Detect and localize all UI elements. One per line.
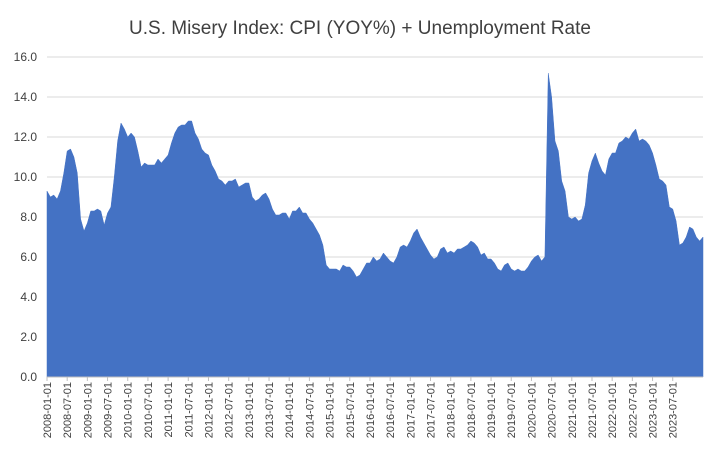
x-tick-label: 2021-07-01 bbox=[587, 382, 599, 438]
x-tick-label: 2023-07-01 bbox=[668, 382, 680, 438]
x-tick-label: 2013-01-01 bbox=[244, 382, 256, 438]
x-tick-label: 2015-01-01 bbox=[325, 382, 337, 438]
misery-index-area bbox=[46, 72, 704, 378]
chart-title: U.S. Misery Index: CPI (YOY%) + Unemploy… bbox=[129, 18, 591, 39]
y-tick-label: 14.0 bbox=[14, 90, 38, 104]
x-tick-label: 2013-07-01 bbox=[264, 382, 276, 438]
x-tick-label: 2014-07-01 bbox=[304, 382, 316, 438]
y-tick-label: 0.0 bbox=[20, 370, 37, 384]
x-tick-label: 2023-01-01 bbox=[648, 382, 660, 438]
x-tick-label: 2019-01-01 bbox=[486, 382, 498, 438]
x-axis-ticks: 2008-01-01 2008-07-01 2009-01-01 2009-07-01… bbox=[42, 377, 680, 438]
x-tick-label: 2010-07-01 bbox=[143, 382, 155, 438]
y-axis-ticks: 0.0 2.0 4.0 6.0 8.0 10.0 12.0 14.0 16.0 bbox=[14, 50, 38, 384]
x-tick-label: 2022-01-01 bbox=[607, 382, 619, 438]
x-tick-label: 2019-07-01 bbox=[506, 382, 518, 438]
x-tick-label: 2014-01-01 bbox=[284, 382, 296, 438]
x-tick-label: 2017-01-01 bbox=[405, 382, 417, 438]
y-tick-label: 4.0 bbox=[20, 290, 37, 304]
x-tick-label: 2018-01-01 bbox=[446, 382, 458, 438]
x-tick-label: 2020-01-01 bbox=[526, 382, 538, 438]
y-tick-label: 8.0 bbox=[20, 210, 37, 224]
x-tick-label: 2008-07-01 bbox=[62, 382, 74, 438]
x-tick-label: 2021-01-01 bbox=[567, 382, 579, 438]
x-tick-label: 2012-01-01 bbox=[203, 382, 215, 438]
y-tick-label: 12.0 bbox=[14, 130, 38, 144]
x-tick-label: 2009-07-01 bbox=[103, 382, 115, 438]
x-tick-label: 2018-07-01 bbox=[466, 382, 478, 438]
x-tick-label: 2011-01-01 bbox=[163, 382, 175, 437]
series-area bbox=[46, 72, 704, 378]
x-tick-label: 2016-07-01 bbox=[385, 382, 397, 438]
y-tick-label: 2.0 bbox=[20, 330, 37, 344]
x-tick-label: 2009-01-01 bbox=[82, 382, 94, 438]
x-tick-label: 2008-01-01 bbox=[42, 382, 54, 438]
x-tick-label: 2017-07-01 bbox=[426, 382, 438, 438]
y-tick-label: 16.0 bbox=[14, 50, 38, 64]
x-tick-label: 2010-01-01 bbox=[123, 382, 135, 438]
x-tick-label: 2015-07-01 bbox=[345, 382, 357, 438]
x-tick-label: 2022-07-01 bbox=[627, 382, 639, 438]
x-tick-label: 2011-07-01 bbox=[183, 382, 195, 437]
x-tick-label: 2012-07-01 bbox=[224, 382, 236, 438]
y-tick-label: 10.0 bbox=[14, 170, 38, 184]
x-tick-label: 2020-07-01 bbox=[547, 382, 559, 438]
x-tick-label: 2016-01-01 bbox=[365, 382, 377, 438]
y-tick-label: 6.0 bbox=[20, 250, 37, 264]
